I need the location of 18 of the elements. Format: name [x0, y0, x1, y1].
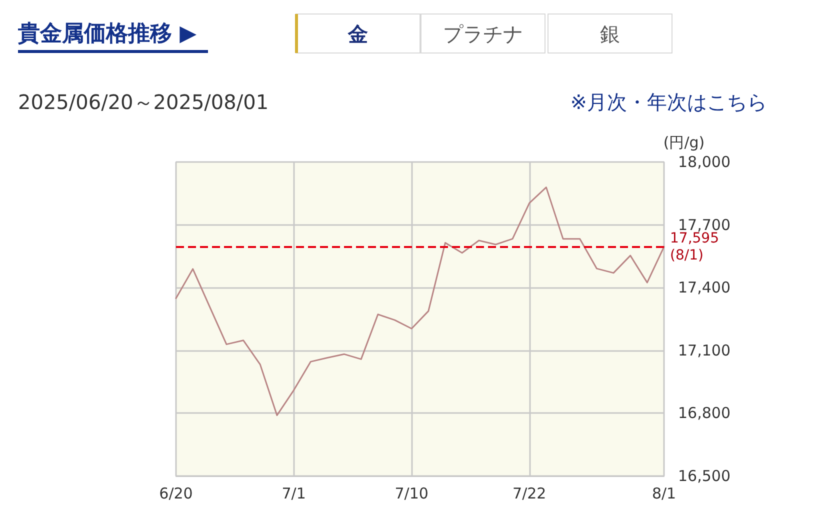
y-tick-label: 17,400	[678, 278, 730, 297]
text: 銀	[600, 22, 620, 46]
x-tick-label: 7/1	[282, 484, 306, 502]
chart-subtitle: 2025/06/20～2025/08/01	[18, 90, 269, 114]
text: プラチナ	[443, 22, 523, 46]
x-tick-label: 7/10	[394, 484, 428, 502]
y-tick-label: 16,800	[678, 404, 730, 422]
text: ※月次・年次はこちら	[570, 90, 767, 114]
text: 金	[347, 22, 368, 46]
y-axis-title: (円/g)	[663, 134, 705, 152]
chart-title: 貴金属価格推移 ▶	[17, 22, 197, 46]
x-tick-label: 6/20	[159, 484, 193, 502]
y-tick-label: 16,500	[678, 467, 730, 485]
line-series	[175, 186, 665, 416]
y-tick-label: 18,000	[678, 153, 730, 171]
x-tick-label: 7/22	[512, 484, 546, 502]
x-tick-label: 8/1	[652, 484, 676, 502]
y-tick-label: 17,100	[678, 341, 730, 360]
